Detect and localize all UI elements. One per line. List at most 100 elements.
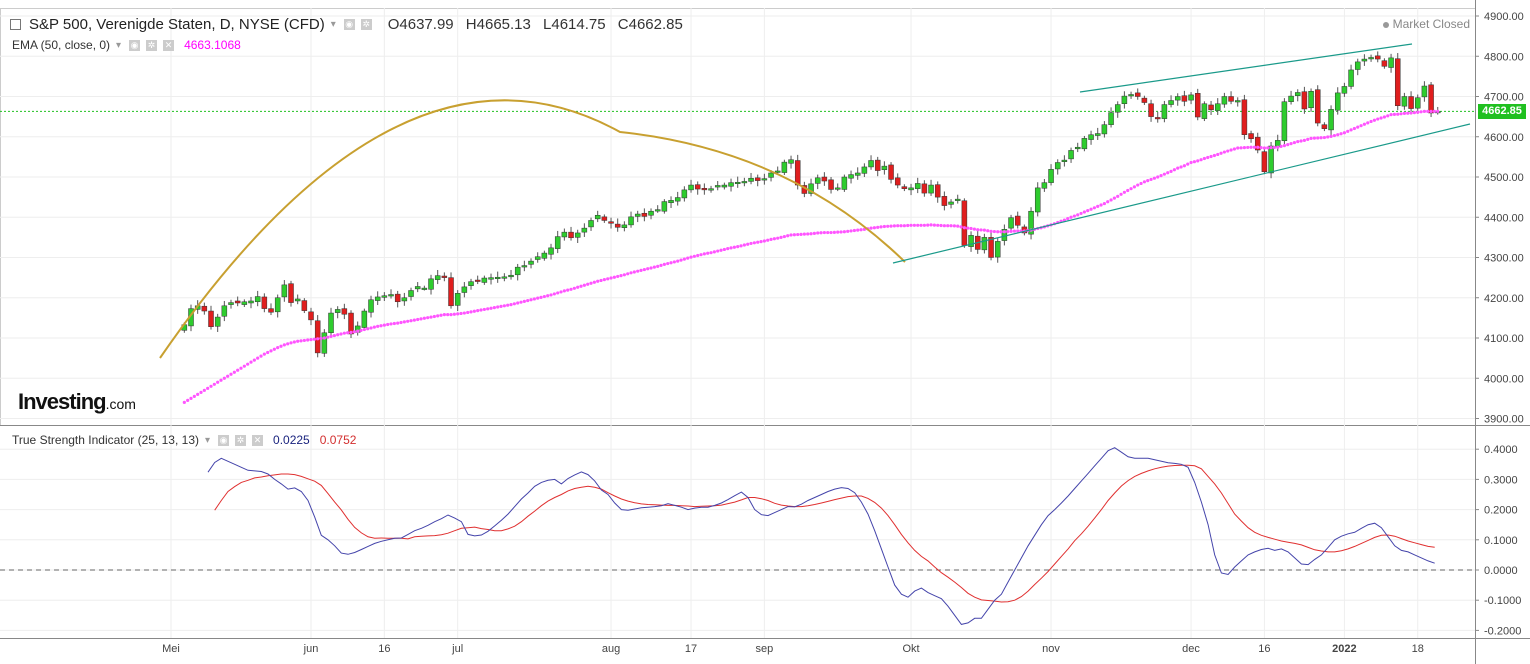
candle-up [434, 275, 441, 280]
close-icon[interactable]: ✕ [252, 434, 264, 446]
ema-dot [702, 252, 706, 256]
ema-dot [252, 358, 256, 362]
ema-dot [1359, 124, 1363, 128]
ema-dot [1399, 112, 1403, 116]
ema-dot [279, 344, 283, 348]
candle-up [661, 201, 668, 212]
candle-up [461, 286, 468, 293]
chevron-down-icon[interactable]: ▾ [205, 434, 211, 446]
ema-dot [526, 298, 530, 303]
ema-dot [436, 314, 440, 318]
ema-dot [1362, 122, 1367, 126]
candle-up [854, 172, 861, 176]
ema-dot [886, 224, 890, 228]
ema-dot [392, 321, 396, 326]
collapse-icon[interactable] [10, 19, 21, 30]
ema-dot [736, 245, 740, 249]
ema-dot [1102, 201, 1106, 206]
ema-dot [1409, 111, 1413, 115]
candle-up [1048, 169, 1054, 183]
ema-dot [759, 240, 763, 244]
candle-up [654, 209, 661, 212]
eye-icon[interactable]: ◉ [218, 434, 230, 446]
y-tick-label: 4600.00 [1484, 132, 1524, 144]
ema-dot [336, 333, 340, 337]
ema-dot [906, 223, 910, 228]
chevron-down-icon[interactable]: ▾ [116, 39, 122, 51]
ema-dot [409, 319, 413, 323]
ema-dot [346, 331, 350, 335]
ema-label[interactable]: EMA (50, close, 0) [12, 38, 111, 52]
y-tick-label: 3900.00 [1484, 414, 1524, 426]
ema-dot [872, 226, 876, 230]
gear-icon[interactable]: ✲ [235, 434, 247, 446]
candle-up [1041, 182, 1048, 189]
ema-dot [419, 317, 423, 321]
eye-icon[interactable]: ◉ [129, 39, 141, 51]
candle-up [481, 277, 488, 283]
tsi-signal-value: 0.0752 [319, 433, 357, 447]
ema-dot [766, 238, 770, 242]
ema-dot [342, 331, 346, 335]
ema-dot [1306, 137, 1310, 141]
ema-dot [716, 249, 720, 253]
ema-dot [1142, 180, 1146, 184]
y-tick-label: -0.2000 [1484, 625, 1521, 637]
candle-up [1168, 100, 1174, 105]
ema-dot [956, 224, 960, 228]
ema-dot [219, 378, 223, 382]
candle-up [1214, 103, 1221, 111]
ema-dot [932, 223, 936, 227]
instrument-title[interactable]: S&P 500, Verenigde Staten, D, NYSE (CFD) [29, 16, 325, 33]
ema-dot [1319, 136, 1323, 140]
ema-dot [806, 232, 810, 236]
y-tick-label: 0.1000 [1484, 535, 1518, 547]
candle-up [634, 213, 641, 217]
ema-dot [1382, 115, 1387, 119]
ema-dot [1109, 198, 1113, 202]
ema-dot [366, 327, 370, 331]
candle-up [1281, 101, 1288, 142]
candle-down [1154, 117, 1161, 120]
ema-dot [826, 230, 830, 235]
candle-down [601, 216, 608, 221]
tsi-label[interactable]: True Strength Indicator (25, 13, 13) [12, 433, 199, 447]
candle-down [1181, 95, 1188, 102]
ema-dot [209, 384, 213, 388]
ema-dot [916, 223, 920, 227]
ema-dot [1339, 132, 1343, 136]
ema-dot [596, 279, 600, 283]
ema-dot [672, 260, 676, 264]
chevron-down-icon[interactable]: ▾ [330, 19, 336, 30]
ema-dot [456, 312, 460, 316]
gear-icon[interactable]: ✲ [146, 39, 158, 51]
market-status-text: Market Closed [1392, 17, 1470, 31]
candle-up [728, 182, 734, 187]
ema-dot [1312, 136, 1316, 140]
candle-up [501, 276, 508, 279]
eye-icon[interactable]: ◉ [343, 19, 355, 30]
tsi-value: 0.0225 [273, 433, 310, 447]
ema-dot [1086, 209, 1090, 213]
candle-down [901, 186, 908, 189]
candle-down [261, 296, 268, 309]
ema-dot [1422, 109, 1427, 113]
ema-dot [1012, 229, 1016, 233]
candle-up [668, 200, 674, 204]
candle-down [934, 184, 941, 198]
candle-down [1321, 124, 1328, 129]
ema-dot [326, 335, 330, 339]
close-icon[interactable]: ✕ [163, 39, 175, 51]
ema-dot [1389, 113, 1393, 117]
candle-up [1368, 57, 1374, 60]
ema-dot [809, 232, 813, 236]
ema-dot [612, 275, 616, 279]
candle-up [561, 231, 568, 238]
open-value: O4637.99 [387, 16, 454, 33]
candle-up [401, 297, 408, 302]
candle-up [908, 187, 914, 191]
ema-dot [636, 269, 640, 273]
gear-icon[interactable]: ✲ [360, 19, 372, 30]
ema-dot [206, 386, 210, 390]
